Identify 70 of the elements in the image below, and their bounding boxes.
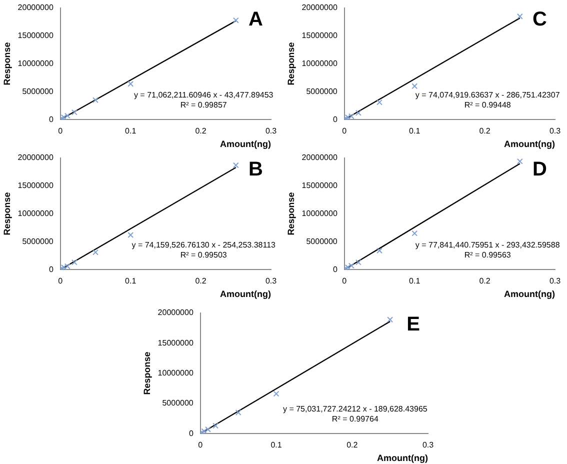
y-tick-label: 10000000 — [302, 59, 338, 68]
x-tick-label: 0.3 — [265, 276, 278, 286]
y-tick-label: 15000000 — [18, 181, 54, 190]
x-tick-label: 0 — [198, 440, 204, 450]
chart-title: A — [248, 8, 263, 31]
x-tick-label: 0.2 — [479, 276, 491, 286]
y-tick-label: 10000000 — [18, 209, 54, 218]
annotation: y = 77,841,440.75951 x - 293,432.59588 — [415, 240, 560, 250]
annotation: R² = 0.99857 — [180, 100, 228, 110]
x-tick-label: 0.1 — [125, 126, 137, 136]
x-tick-label: 0 — [58, 276, 64, 286]
y-tick-label: 15000000 — [158, 338, 194, 348]
y-tick-label: 20000000 — [302, 3, 338, 12]
y-axis-title: Response — [2, 192, 12, 236]
y-tick-label: 15000000 — [302, 181, 338, 190]
y-tick-label: 20000000 — [158, 308, 194, 318]
y-tick-label: 5000000 — [22, 86, 54, 96]
x-tick-label: 0.3 — [549, 126, 562, 136]
x-tick-label: 0.1 — [125, 276, 137, 286]
y-tick-label: 20000000 — [18, 3, 54, 12]
annotation: y = 71,062,211.60946 x - 43,477.89453 — [134, 90, 274, 100]
annotation: R² = 0.99764 — [332, 414, 379, 424]
x-axis-title: Amount(ng) — [220, 139, 271, 150]
x-tick-label: 0.1 — [270, 440, 282, 450]
annotation: y = 74,074,919.63637 x - 286,751.42307 — [415, 90, 560, 100]
x-tick-label: 0.1 — [409, 126, 421, 136]
x-axis-title: Amount(ng) — [377, 453, 428, 464]
y-axis-title: Response — [142, 352, 152, 395]
x-tick-label: 0.3 — [549, 276, 562, 286]
annotation: R² = 0.99503 — [180, 250, 228, 260]
x-axis-title: Amount(ng) — [220, 289, 271, 300]
x-tick-label: 0.2 — [479, 126, 491, 136]
x-tick-label: 0.3 — [265, 126, 278, 136]
y-tick-label: 20000000 — [18, 153, 54, 162]
annotation: R² = 0.99448 — [464, 100, 512, 110]
x-tick-label: 0.2 — [195, 126, 207, 136]
y-tick-label: 10000000 — [302, 209, 338, 218]
x-tick-label: 0.2 — [195, 276, 207, 286]
y-tick-label: 0 — [48, 114, 54, 124]
y-tick-label: 20000000 — [302, 153, 338, 162]
x-tick-label: 0.3 — [422, 440, 434, 450]
y-axis-title: Response — [286, 192, 296, 236]
x-tick-label: 0.2 — [346, 440, 358, 450]
x-axis-title: Amount(ng) — [504, 289, 555, 300]
y-tick-label: 5000000 — [306, 236, 338, 246]
chart-title: E — [406, 314, 420, 336]
chart-title: D — [532, 158, 547, 181]
y-axis-title: Response — [286, 42, 296, 86]
y-tick-label: 10000000 — [158, 368, 194, 378]
chart-title: B — [248, 158, 263, 181]
x-tick-label: 0.1 — [409, 276, 421, 286]
y-tick-label: 5000000 — [306, 86, 338, 96]
y-tick-label: 0 — [188, 428, 194, 438]
y-tick-label: 5000000 — [22, 236, 54, 246]
annotation: R² = 0.99563 — [464, 250, 512, 260]
y-tick-label: 0 — [332, 114, 338, 124]
y-tick-label: 15000000 — [18, 31, 54, 40]
y-tick-label: 10000000 — [18, 59, 54, 68]
x-tick-label: 0 — [342, 126, 348, 136]
x-axis-title: Amount(ng) — [504, 139, 555, 150]
x-tick-label: 0 — [342, 276, 348, 286]
y-tick-label: 5000000 — [162, 398, 194, 408]
annotation: y = 75,031,727.24212 x - 189,628.43965 — [282, 404, 428, 414]
y-tick-label: 0 — [332, 264, 338, 274]
y-tick-label: 15000000 — [302, 31, 338, 40]
chart-title: C — [532, 8, 547, 31]
annotation: y = 74,159,526.76130 x - 254,253.38113 — [132, 240, 276, 250]
y-axis-title: Response — [2, 42, 12, 86]
x-tick-label: 0 — [58, 126, 64, 136]
y-tick-label: 0 — [48, 264, 54, 274]
